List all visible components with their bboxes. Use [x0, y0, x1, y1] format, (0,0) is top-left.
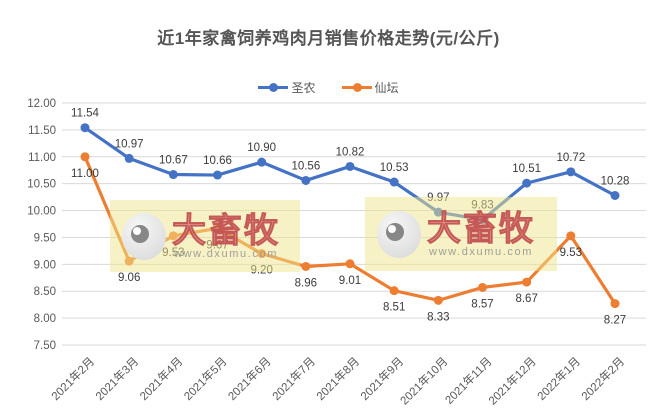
watermark-brand: 大畜牧: [427, 209, 535, 248]
x-axis-label: 2021年9月: [358, 354, 407, 403]
watermark-url: www.dxumu.com: [429, 245, 533, 258]
data-point-marker: [345, 259, 355, 269]
y-tick-label: 8.50: [34, 286, 56, 298]
legend: 圣农 仙坛: [0, 79, 657, 96]
data-point-marker: [522, 277, 532, 287]
y-tick-label: 7.50: [34, 340, 56, 352]
chart-title: 近1年家禽饲养鸡肉月销售价格走势(元/公斤): [157, 29, 500, 48]
data-label: 8.33: [427, 311, 449, 323]
data-label: 10.51: [512, 163, 541, 175]
watermark: 大畜牧 www.dxumu.com: [365, 197, 557, 271]
data-label: 10.28: [601, 175, 630, 187]
marker-dot-icon: [269, 83, 279, 92]
data-point-marker: [522, 178, 532, 188]
legend-item-shengnong: 圣农: [258, 79, 316, 96]
y-tick-label: 10.00: [27, 206, 56, 218]
data-label: 10.82: [336, 146, 365, 158]
data-label: 11.54: [71, 108, 100, 120]
data-point-marker: [433, 295, 443, 305]
x-axis-label: 2021年8月: [313, 354, 362, 403]
data-label: 8.51: [383, 302, 405, 314]
data-label: 11.00: [71, 168, 99, 180]
watermark-brand: 大畜牧: [172, 211, 280, 250]
eye-logo-icon: [122, 212, 166, 260]
data-point-marker: [566, 167, 576, 177]
data-label: 8.96: [295, 277, 317, 289]
data-label: 10.67: [159, 155, 188, 167]
data-point-marker: [610, 190, 620, 200]
data-point-marker: [168, 170, 178, 180]
watermark-texts: 大畜牧 www.dxumu.com: [172, 211, 280, 260]
data-point-marker: [478, 282, 487, 292]
line-marker-icon: [341, 83, 372, 92]
data-label: 8.67: [515, 293, 537, 305]
data-label: 8.57: [471, 298, 493, 310]
data-label: 10.66: [203, 155, 232, 167]
eye-glint-icon: [133, 226, 141, 235]
data-label: 9.01: [339, 275, 361, 287]
data-point-marker: [257, 157, 267, 167]
x-axis-label: 2021年3月: [93, 354, 142, 403]
data-label: 9.53: [560, 247, 582, 259]
data-label: 10.72: [556, 152, 585, 164]
data-point-marker: [124, 153, 134, 163]
x-axis-label: 2021年6月: [225, 354, 274, 403]
x-axis-label: 2021年12月: [485, 354, 538, 407]
legend-label-xiantan: 仙坛: [374, 81, 399, 95]
eye-glint-icon: [388, 224, 396, 233]
watermark: 大畜牧 www.dxumu.com: [110, 200, 300, 272]
y-tick-label: 9.50: [34, 232, 56, 244]
watermark-url: www.dxumu.com: [174, 247, 278, 260]
data-label: 10.53: [380, 162, 409, 174]
legend-label-shengnong: 圣农: [291, 81, 316, 95]
line-marker-icon: [258, 83, 289, 92]
data-label: 10.56: [291, 160, 320, 172]
data-point-marker: [610, 299, 620, 309]
x-axis-label: 2021年4月: [137, 354, 186, 403]
eye-pupil-icon: [131, 224, 149, 243]
y-tick-label: 8.00: [34, 313, 56, 325]
marker-dot-icon: [352, 83, 362, 92]
legend-item-xiantan: 仙坛: [341, 79, 399, 96]
x-axis-label: 2022年1月: [534, 354, 583, 403]
eye-logo-icon: [377, 210, 421, 258]
data-label: 8.27: [604, 315, 626, 327]
data-point-marker: [213, 170, 222, 180]
watermark-texts: 大畜牧 www.dxumu.com: [427, 209, 535, 258]
y-tick-label: 12.00: [27, 98, 56, 110]
y-tick-label: 10.50: [27, 179, 56, 191]
data-point-marker: [345, 161, 355, 171]
x-axis-label: 2022年2月: [578, 354, 627, 403]
x-axis-label: 2021年10月: [397, 354, 450, 407]
data-point-marker: [566, 231, 576, 241]
data-label: 10.90: [247, 142, 276, 154]
data-point-marker: [389, 286, 399, 296]
data-point-marker: [389, 177, 399, 187]
data-point-marker: [80, 152, 90, 162]
data-label: 10.97: [115, 138, 144, 150]
y-tick-label: 11.50: [28, 125, 56, 137]
y-tick-label: 9.00: [34, 259, 56, 271]
data-label: 9.06: [118, 272, 140, 284]
x-axis-label: 2021年5月: [181, 354, 230, 403]
data-point-marker: [80, 123, 90, 133]
x-axis-label: 2021年2月: [48, 354, 97, 403]
data-point-marker: [301, 175, 311, 185]
y-tick-label: 11.00: [28, 152, 56, 164]
data-point-marker: [301, 261, 311, 271]
x-axis-label: 2021年7月: [269, 354, 318, 403]
eye-pupil-icon: [386, 222, 404, 241]
